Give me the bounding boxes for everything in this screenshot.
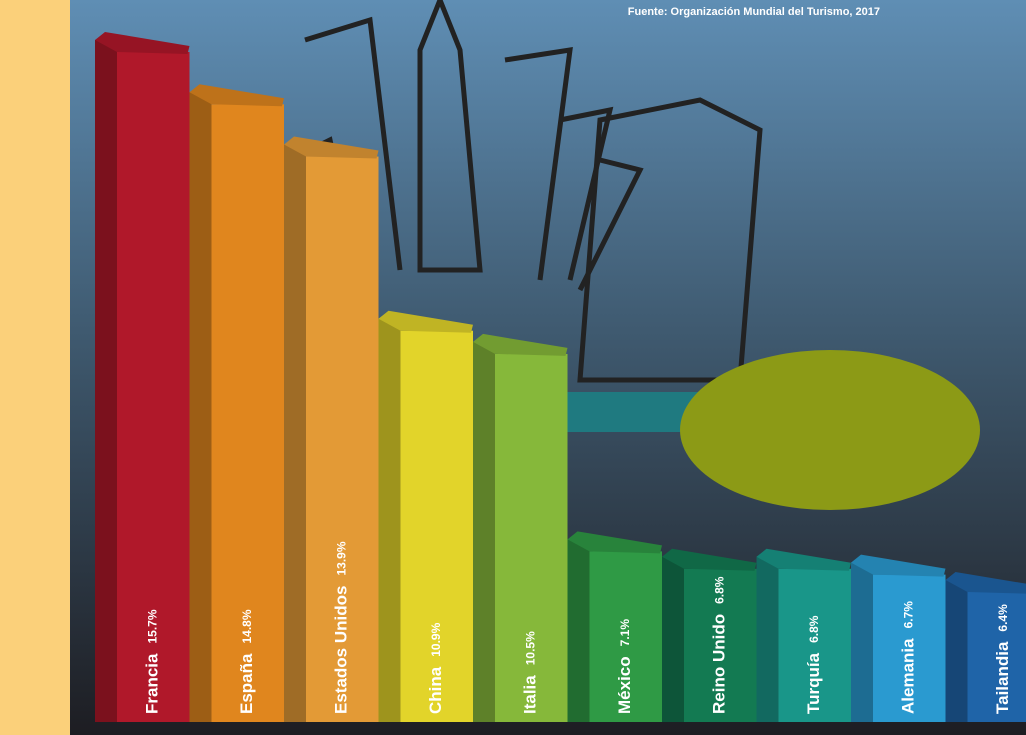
bar-top <box>851 554 946 577</box>
bar-label: México 7.1% <box>615 619 634 714</box>
bar-top <box>756 548 851 571</box>
bar <box>873 574 946 722</box>
category-label: Alemania <box>899 638 918 714</box>
bar-top <box>189 84 284 107</box>
side-strip <box>0 0 70 735</box>
bar-side <box>851 562 873 722</box>
bar <box>211 104 284 723</box>
value-label: 10.9% <box>429 622 443 656</box>
bar-side <box>95 40 117 722</box>
bar-label: Alemania 6.7% <box>899 601 918 714</box>
dancer-illustration <box>680 350 980 510</box>
bar <box>589 551 662 722</box>
bar-side <box>567 539 590 722</box>
value-label: 6.7% <box>901 601 915 629</box>
value-label: 15.7% <box>145 609 159 643</box>
value-label: 10.5% <box>523 631 537 665</box>
category-label: Reino Unido <box>710 614 729 714</box>
value-label: 6.4% <box>996 604 1010 632</box>
bar <box>684 568 757 722</box>
bar-label: España 14.8% <box>237 609 256 714</box>
value-label: 13.9% <box>334 541 348 575</box>
bar-label: Tailandia 6.4% <box>993 604 1012 714</box>
category-label: Tailandia <box>993 641 1012 714</box>
bar-side <box>284 144 306 723</box>
bar-top <box>473 333 568 356</box>
bar <box>400 330 473 722</box>
bar <box>778 568 851 722</box>
skyline-illustration <box>288 0 763 383</box>
bar <box>967 592 1026 722</box>
bar-label: Francia 15.7% <box>143 609 162 714</box>
category-label: México <box>615 656 634 714</box>
category-label: Italia <box>521 675 540 714</box>
bar-top <box>284 136 379 159</box>
bar-side <box>945 580 968 722</box>
bar <box>306 156 379 723</box>
value-label: 6.8% <box>712 576 726 604</box>
bar <box>117 52 190 722</box>
bar-label: China 10.9% <box>426 622 445 714</box>
bar-top <box>662 548 757 571</box>
bar-side <box>756 556 779 722</box>
bar-label: Reino Unido 6.8% <box>710 576 729 714</box>
category-label: España <box>237 653 256 714</box>
bar-top <box>378 310 473 333</box>
category-label: Turquía <box>804 652 823 714</box>
bar-side <box>189 92 212 723</box>
value-label: 6.8% <box>807 615 821 643</box>
bar-top <box>945 572 1026 594</box>
category-label: Estados Unidos <box>332 586 351 714</box>
bar-label: Turquía 6.8% <box>804 615 823 714</box>
category-label: China <box>426 666 445 714</box>
bar-top <box>567 531 662 554</box>
bar-side <box>378 318 401 722</box>
bar-side <box>662 556 684 722</box>
source-note: Fuente: Organización Mundial del Turismo… <box>628 6 880 18</box>
value-label: 7.1% <box>618 619 632 647</box>
bar-side <box>473 341 495 722</box>
bar-label: Estados Unidos 13.9% <box>332 541 351 714</box>
category-label: Francia <box>143 653 162 714</box>
bar <box>495 353 568 722</box>
bar-top <box>95 32 190 54</box>
bar-label: Italia 10.5% <box>521 631 540 714</box>
value-label: 14.8% <box>240 609 254 643</box>
